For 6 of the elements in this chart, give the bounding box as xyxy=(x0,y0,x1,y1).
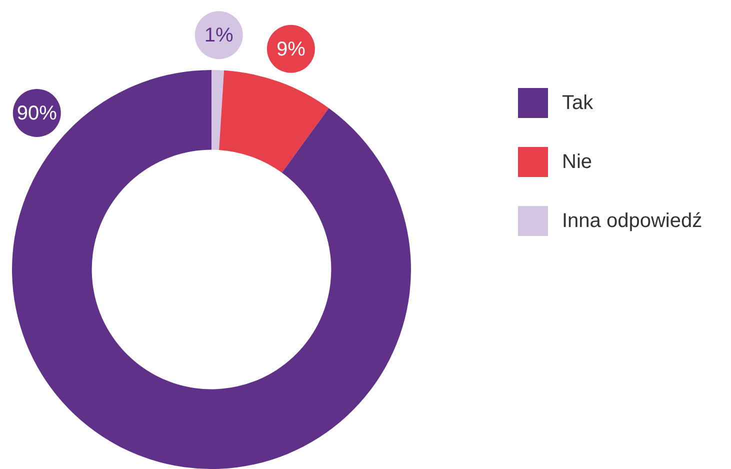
data-label: 1% xyxy=(204,24,234,47)
legend-label: Inna odpowiedź xyxy=(562,210,702,232)
data-label: 90% xyxy=(16,102,58,124)
legend-label: Nie xyxy=(562,150,592,174)
data-label: 9% xyxy=(276,38,306,60)
legend-label: Tak xyxy=(562,92,594,114)
